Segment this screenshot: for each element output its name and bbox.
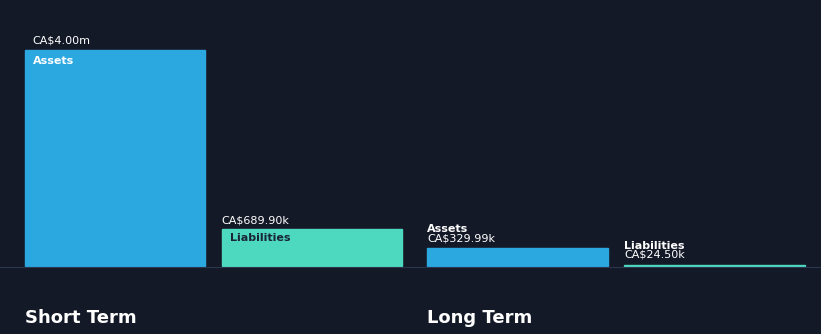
Text: CA$4.00m: CA$4.00m	[33, 36, 91, 46]
Text: Assets: Assets	[427, 224, 468, 234]
Text: CA$24.50k: CA$24.50k	[624, 249, 685, 260]
Bar	[25, 50, 205, 266]
Text: Assets: Assets	[33, 56, 74, 66]
Text: Long Term: Long Term	[427, 309, 532, 327]
Bar	[222, 229, 402, 266]
Text: CA$329.99k: CA$329.99k	[427, 233, 495, 243]
Text: CA$689.90k: CA$689.90k	[222, 215, 290, 225]
Text: Liabilities: Liabilities	[624, 240, 685, 250]
Text: Liabilities: Liabilities	[230, 233, 291, 243]
Bar	[427, 248, 608, 266]
Bar	[624, 265, 805, 266]
Text: Short Term: Short Term	[25, 309, 136, 327]
